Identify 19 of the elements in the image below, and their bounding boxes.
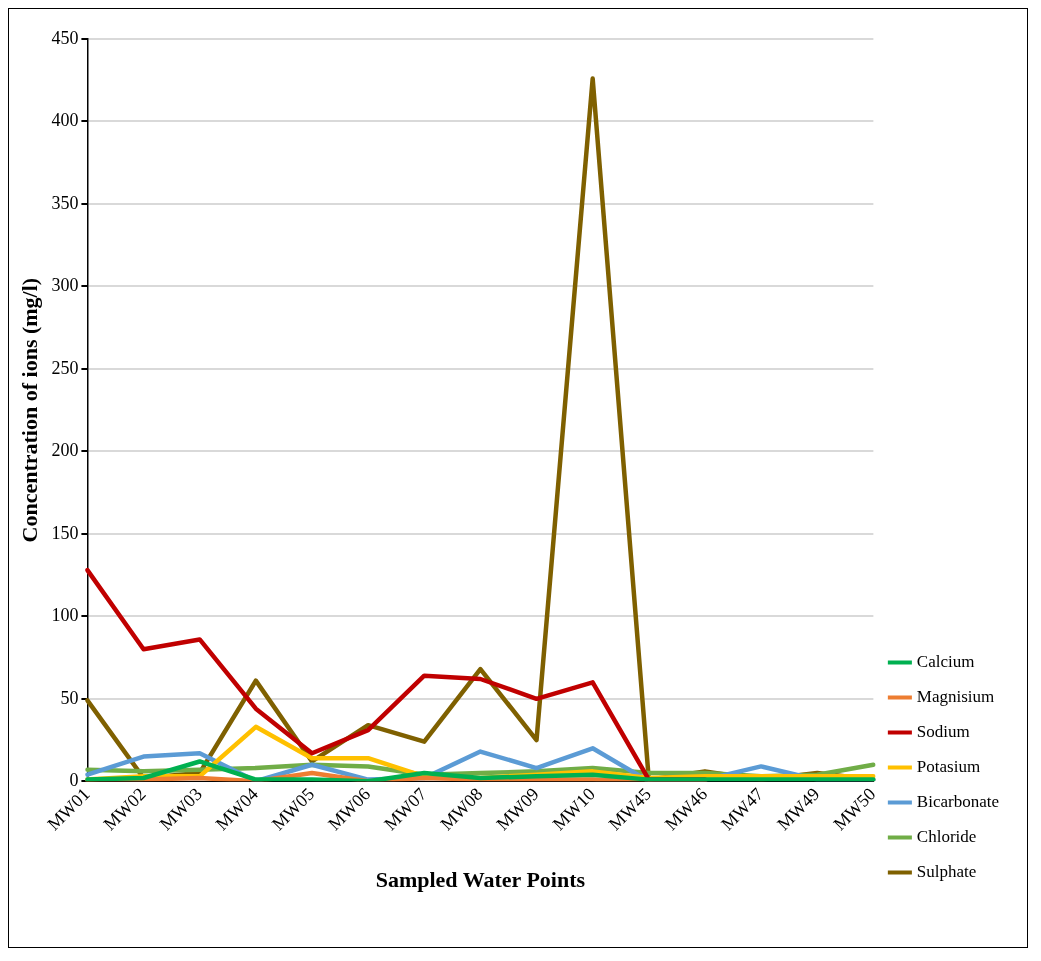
y-tick-label: 100 (51, 605, 79, 626)
y-tick-label: 350 (51, 192, 79, 213)
legend-label: Sodium (916, 721, 970, 741)
x-axis-title: Sampled Water Points (375, 867, 586, 893)
y-axis-title: Concentration of ions (mg/l) (16, 277, 42, 543)
legend-label: Sulphate (916, 861, 977, 881)
y-tick-label: 250 (51, 357, 79, 378)
legend-label: Bicarbonate (916, 791, 1000, 811)
legend-label: Chloride (916, 826, 977, 846)
legend-label: Potasium (916, 756, 981, 776)
y-tick-label: 400 (51, 110, 79, 131)
y-tick-label: 0 (69, 770, 79, 790)
y-tick-label: 50 (60, 687, 79, 708)
y-tick-label: 300 (51, 275, 79, 296)
legend-label: Calcium (916, 651, 975, 671)
y-tick-label: 200 (51, 440, 79, 461)
y-tick-label: 150 (51, 522, 79, 543)
legend-label: Magnisium (916, 686, 995, 706)
y-tick-label: 450 (51, 27, 79, 48)
